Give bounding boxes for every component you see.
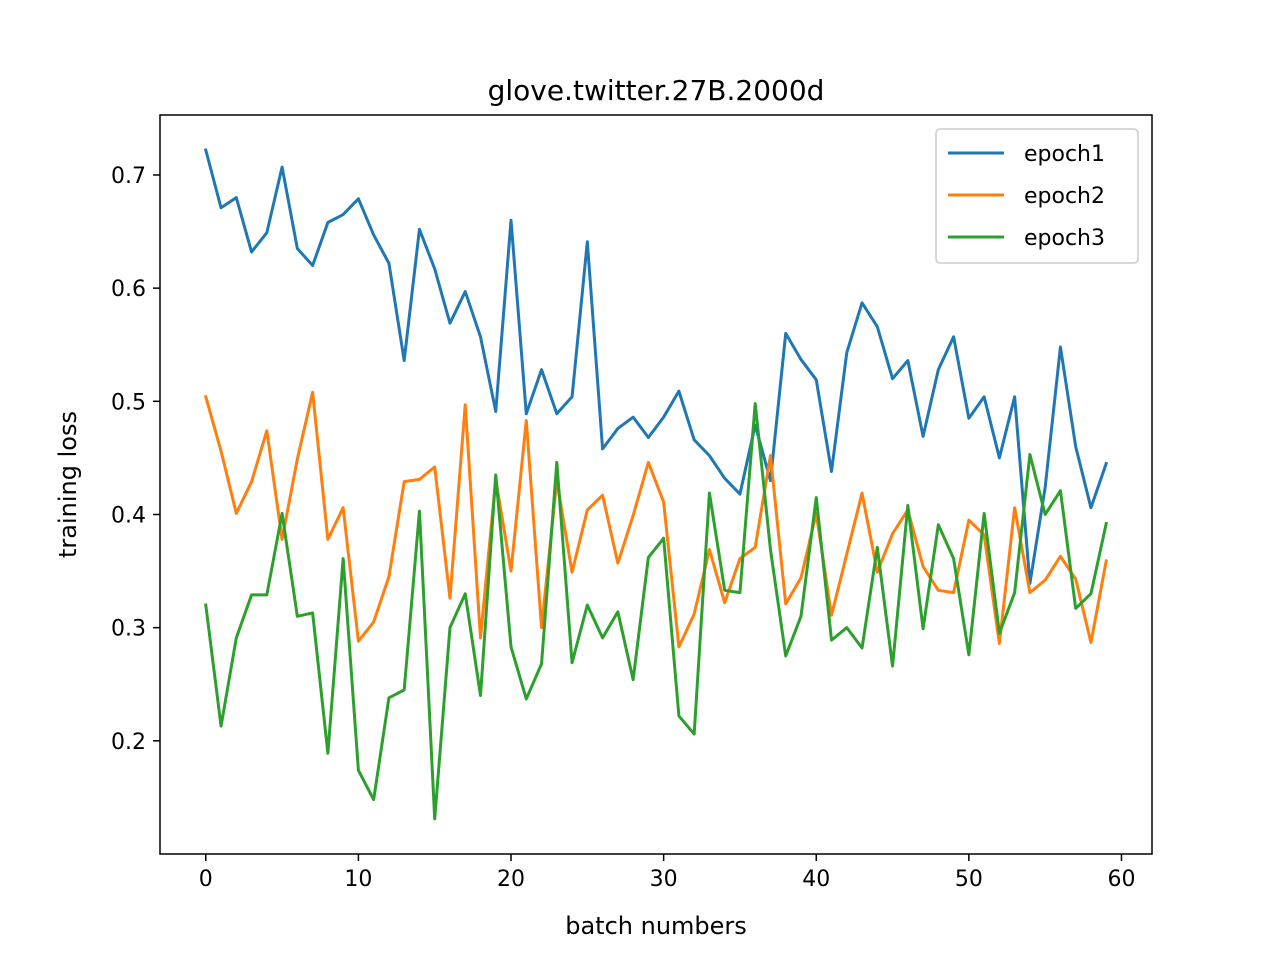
y-tick-label: 0.7 [111,164,146,189]
x-tick-label: 30 [650,867,678,892]
x-tick-label: 50 [955,867,983,892]
x-axis: 0 10 20 30 40 50 60 [199,854,1135,892]
x-axis-label: batch numbers [565,912,747,940]
series-line-epoch3 [204,402,1109,821]
chart-title: glove.twitter.27B.2000d [488,74,825,107]
plot-frame [159,114,1153,855]
x-tick-label: 40 [802,867,830,892]
y-tick-label: 0.4 [111,503,146,528]
x-tick-label: 0 [199,867,213,892]
legend-label-epoch1: epoch1 [1024,142,1105,167]
series-lines [203,148,1109,821]
x-tick-label: 20 [497,867,525,892]
legend-box [935,128,1139,264]
y-axis: 0.2 0.3 0.4 0.5 0.6 0.7 [111,164,160,755]
y-tick-label: 0.2 [111,730,146,755]
series-line-epoch1 [203,148,1109,586]
y-tick-label: 0.5 [111,390,146,415]
legend: epoch1 epoch2 epoch3 [935,128,1139,264]
x-tick-label: 10 [344,867,372,892]
legend-label-epoch2: epoch2 [1024,184,1105,209]
x-tick-label: 60 [1107,867,1135,892]
y-tick-label: 0.6 [111,277,146,302]
y-tick-label: 0.3 [111,617,146,642]
y-axis-label: training loss [54,411,82,558]
legend-label-epoch3: epoch3 [1024,226,1105,251]
